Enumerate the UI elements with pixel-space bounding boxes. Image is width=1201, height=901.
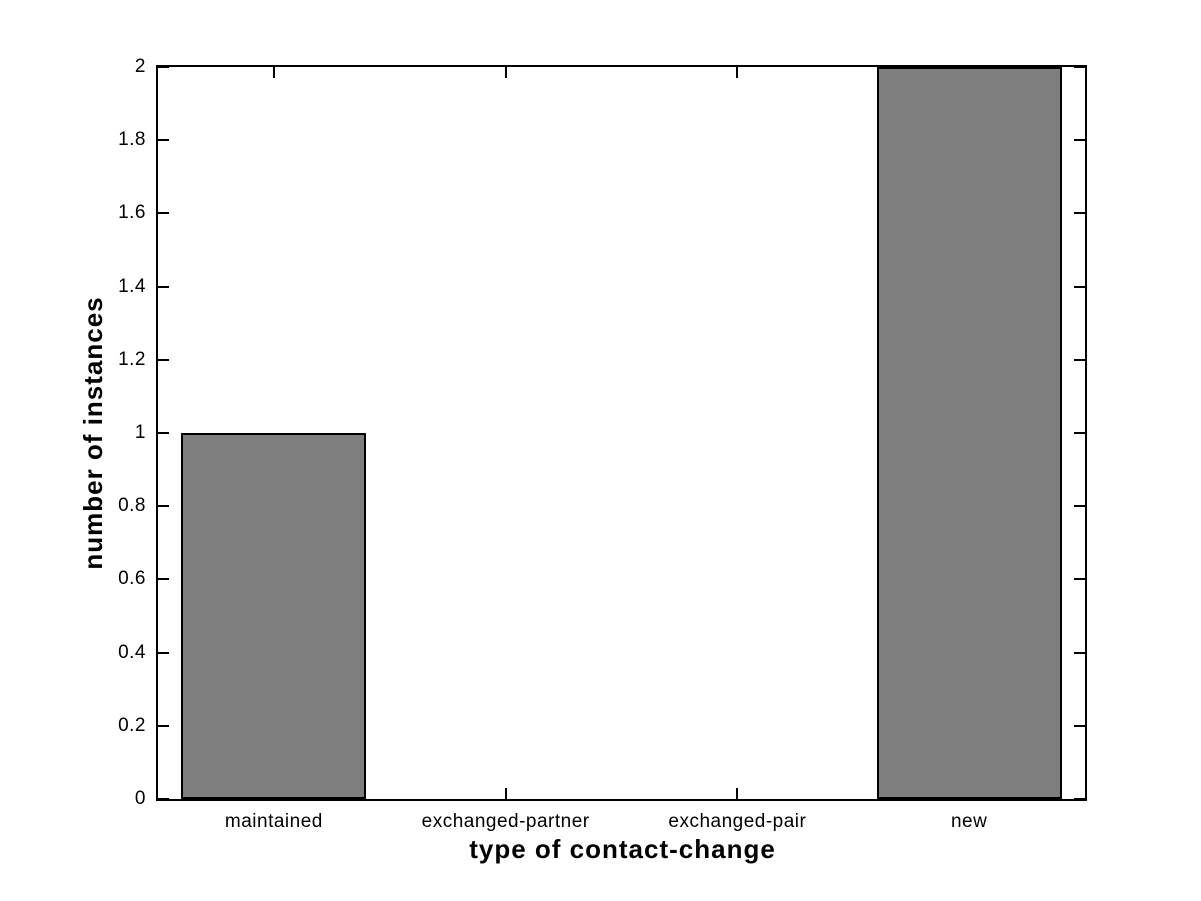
y-tick-label: 1: [134, 422, 146, 443]
y-tick-right: [1074, 432, 1085, 434]
y-tick-left: [158, 651, 169, 654]
y-tick-right: [1074, 578, 1085, 581]
y-tick-left: [158, 578, 169, 581]
plot-area: [156, 65, 1087, 801]
y-tick-label: 0.2: [118, 714, 146, 736]
x-tick-label: new: [950, 811, 988, 832]
y-tick-right: [1074, 724, 1085, 727]
y-tick-label: 0.8: [118, 495, 146, 517]
y-tick-right: [1074, 651, 1085, 654]
y-tick-left: [158, 212, 169, 215]
y-tick-left: [158, 358, 169, 361]
x-tick-label: exchanged-partner: [421, 811, 590, 832]
y-tick-label: 1.6: [118, 202, 146, 224]
y-tick-left: [158, 139, 169, 142]
bar-new: [877, 67, 1062, 799]
bar-maintained: [181, 433, 366, 799]
x-tick-label: maintained: [224, 811, 323, 832]
y-axis-label: number of instances: [78, 296, 108, 570]
x-tick-top: [504, 67, 507, 78]
y-tick-left: [158, 798, 169, 800]
y-tick-label: 1.4: [118, 275, 146, 297]
y-tick-right: [1074, 66, 1085, 68]
y-tick-left: [158, 66, 169, 68]
y-tick-label: 0: [134, 788, 146, 809]
x-tick-bottom: [736, 788, 739, 799]
x-tick-bottom: [504, 788, 507, 799]
y-tick-label: 1.2: [118, 348, 146, 370]
x-tick-label: exchanged-pair: [668, 811, 807, 832]
y-tick-right: [1074, 358, 1085, 361]
y-tick-right: [1074, 505, 1085, 508]
y-tick-label: 2: [134, 56, 146, 77]
y-tick-right: [1074, 285, 1085, 288]
y-tick-right: [1074, 798, 1085, 800]
x-axis-label: type of contact-change: [469, 834, 776, 864]
y-tick-label: 0.6: [118, 568, 146, 590]
y-tick-left: [158, 285, 169, 288]
y-tick-right: [1074, 212, 1085, 215]
x-tick-top: [736, 67, 739, 78]
y-tick-left: [158, 432, 169, 434]
y-tick-label: 0.4: [118, 641, 146, 663]
y-tick-right: [1074, 139, 1085, 142]
y-tick-left: [158, 505, 169, 508]
y-tick-label: 1.8: [118, 129, 146, 151]
x-tick-top: [272, 67, 275, 78]
y-tick-left: [158, 724, 169, 727]
